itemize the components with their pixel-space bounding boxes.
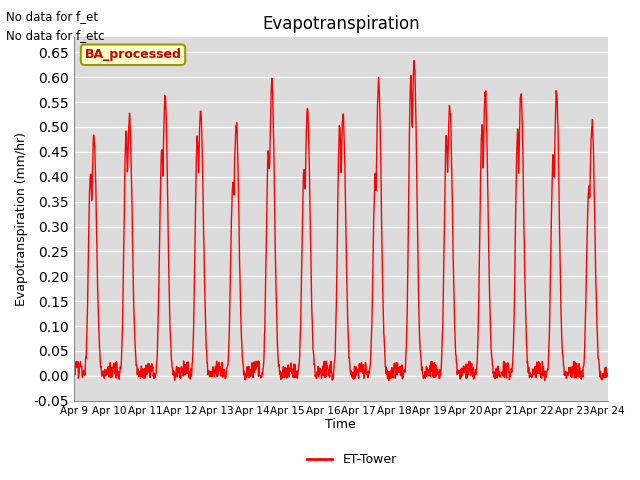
- Text: No data for f_etc: No data for f_etc: [6, 29, 105, 42]
- Y-axis label: Evapotranspiration (mm/hr): Evapotranspiration (mm/hr): [15, 132, 28, 306]
- Legend: ET-Tower: ET-Tower: [302, 448, 402, 471]
- Text: No data for f_et: No data for f_et: [6, 10, 99, 23]
- Title: Evapotranspiration: Evapotranspiration: [262, 15, 420, 33]
- Text: BA_processed: BA_processed: [84, 48, 182, 61]
- X-axis label: Time: Time: [325, 419, 356, 432]
